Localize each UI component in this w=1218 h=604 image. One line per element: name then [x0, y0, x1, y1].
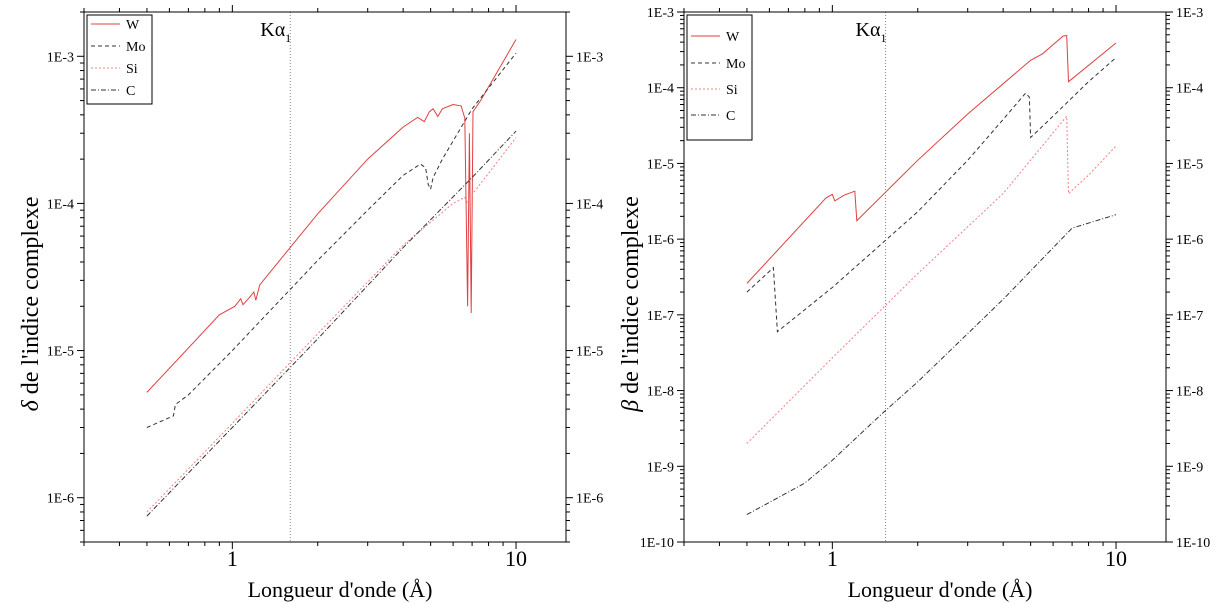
y-tick-label: 1E-7 — [647, 309, 674, 324]
series-line-c — [746, 214, 1117, 516]
y-tick-label-right: 1E-9 — [1176, 460, 1203, 475]
x-axis-label: Longueur d'onde (Å) — [248, 577, 433, 602]
y-tick-label: 1E-8 — [647, 385, 674, 400]
series-line-mo — [746, 57, 1117, 333]
plot-frame — [683, 11, 1167, 543]
y-tick-label-right: 1E-3 — [1176, 6, 1203, 21]
y-tick-label: 1E-9 — [647, 460, 674, 475]
x-tick-label: 1 — [827, 546, 838, 571]
y-axis-label: δ de l'indice complexe — [18, 197, 44, 412]
y-tick-label-right: 1E-3 — [576, 50, 603, 65]
kalpha-label: Kα1 — [260, 19, 291, 45]
chart-beta: β de l'indice complexe 1 10 1E-10 1E-10 1E-9… — [618, 5, 1210, 602]
chart-delta: δ de l'indice complexe 1 10 1E-6 1E-6 1E-5 1E… — [18, 5, 603, 602]
y-tick-label: 1E-4 — [647, 82, 674, 97]
plot-area: 1 10 1E-10 1E-10 1E-9 1E-9 1E-8 1E-8 1E-7 1E-7 1E-… — [640, 5, 1210, 571]
y-tick-label-right: 1E-6 — [576, 492, 603, 507]
legend-box — [86, 14, 153, 105]
y-tick-label-right: 1E-7 — [1176, 309, 1203, 324]
y-tick-label: 1E-5 — [47, 345, 74, 360]
y-tick-label-right: 1E-4 — [576, 197, 603, 212]
x-tick-label: 10 — [1105, 546, 1127, 571]
y-tick-label: 1E-3 — [47, 50, 74, 65]
y-tick-label: 1E-10 — [640, 536, 674, 551]
plot-area: 1 10 1E-6 1E-6 1E-5 1E-5 1E-4 1E-4 1E-3 1E-3 Kα1 — [47, 5, 603, 571]
y-tick-label: 1E-6 — [647, 233, 674, 248]
y-tick-label: 1E-6 — [47, 492, 74, 507]
y-tick-label: 1E-5 — [647, 157, 674, 172]
y-tick-label-right: 1E-10 — [1176, 536, 1210, 551]
series-line-mo — [146, 52, 517, 428]
legend: W Mo Si C — [686, 14, 753, 141]
y-axis-label: β de l'indice complexe — [618, 196, 644, 413]
legend: W Mo Si C — [86, 14, 153, 105]
legend-label-w: W — [726, 30, 740, 45]
legend-label-mo: Mo — [126, 40, 145, 55]
plot-frame — [83, 11, 567, 543]
legend-label-c: C — [726, 109, 735, 124]
y-tick-label-right: 1E-6 — [1176, 233, 1203, 248]
legend-label-w: W — [126, 18, 140, 33]
series-line-si — [746, 114, 1117, 444]
x-tick-label: 1 — [227, 546, 238, 571]
legend-label-c: C — [126, 84, 135, 99]
legend-label-si: Si — [726, 83, 738, 98]
series-line-w — [146, 39, 517, 393]
y-tick-label-right: 1E-5 — [1176, 157, 1203, 172]
series-line-w — [746, 34, 1117, 284]
y-tick-label: 1E-3 — [647, 6, 674, 21]
kalpha-label: Kα1 — [856, 19, 887, 45]
y-tick-label: 1E-4 — [47, 197, 74, 212]
series-line-si — [146, 137, 517, 513]
legend-label-mo: Mo — [726, 57, 745, 72]
legend-label-si: Si — [126, 62, 138, 77]
x-tick-label: 10 — [505, 546, 527, 571]
y-tick-label-right: 1E-8 — [1176, 385, 1203, 400]
y-tick-label-right: 1E-4 — [1176, 82, 1203, 97]
series-line-c — [146, 130, 517, 517]
y-tick-label-right: 1E-5 — [576, 345, 603, 360]
legend-box — [686, 14, 753, 141]
x-axis-label: Longueur d'onde (Å) — [848, 577, 1033, 602]
